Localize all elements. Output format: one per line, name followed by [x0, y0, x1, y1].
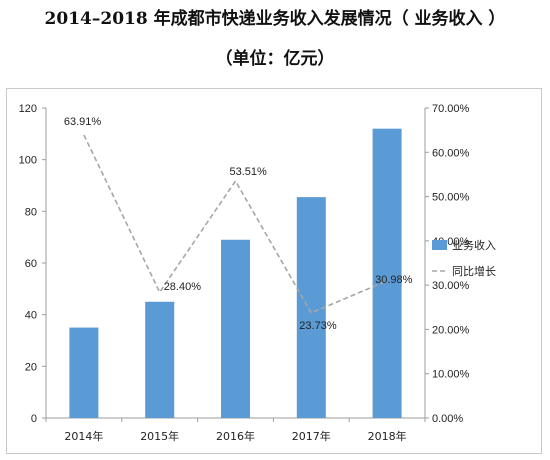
growth-data-label-1: 63.91% [64, 116, 102, 128]
legend-label-line: 同比增长 [452, 264, 496, 278]
y-right-tick-label: 70.00% [432, 103, 470, 115]
x-tick-label: 2014年 [64, 429, 103, 443]
y-right-tick-label: 10.00% [432, 369, 470, 381]
y-left-tick-label: 100 [19, 155, 37, 167]
growth-data-label-5: 30.98% [375, 274, 413, 286]
growth-data-label-4: 23.73% [299, 320, 337, 332]
bar-1 [69, 327, 99, 418]
growth-data-label-3: 53.51% [230, 166, 268, 178]
growth-line [83, 134, 388, 314]
growth-data-label-2: 28.40% [164, 281, 202, 293]
y-right-tick-label: 30.00% [432, 280, 470, 292]
bar-3 [221, 239, 250, 418]
legend-label-bar: 业务收入 [452, 238, 496, 252]
y-right-tick-label: 50.00% [432, 192, 470, 204]
y-left-tick-label: 20 [25, 361, 37, 373]
bar-5 [372, 128, 402, 418]
y-right-tick-label: 0.00% [432, 413, 463, 425]
y-left-tick-label: 40 [25, 310, 37, 322]
x-tick-label: 2016年 [216, 429, 255, 443]
data-labels: 63.91% 28.40% 53.51% 23.73% 30.98% [64, 116, 413, 332]
y-left-tick-label: 80 [25, 206, 37, 218]
bar-series [69, 128, 402, 418]
y-right-tick-label: 60.00% [432, 147, 470, 159]
y-left-tick-label: 60 [25, 258, 37, 270]
line-series [83, 134, 388, 314]
y-left-tick-label: 0 [31, 413, 37, 425]
y-right-tick-label: 20.00% [432, 324, 470, 336]
x-tick-label: 2015年 [140, 429, 179, 443]
chart-title: 2014–2018 年成都市快递业务收入发展情况（ 业务收入 ） [44, 9, 506, 29]
bar-4 [296, 197, 326, 418]
chart-subtitle: （单位：亿元） [215, 49, 335, 69]
chart-frame [6, 88, 542, 454]
legend-swatch-bar [432, 240, 447, 250]
y-left-tick-label: 120 [19, 103, 37, 115]
x-tick-label: 2017年 [292, 429, 331, 443]
bar-2 [145, 301, 175, 418]
x-tick-label: 2018年 [368, 429, 407, 443]
